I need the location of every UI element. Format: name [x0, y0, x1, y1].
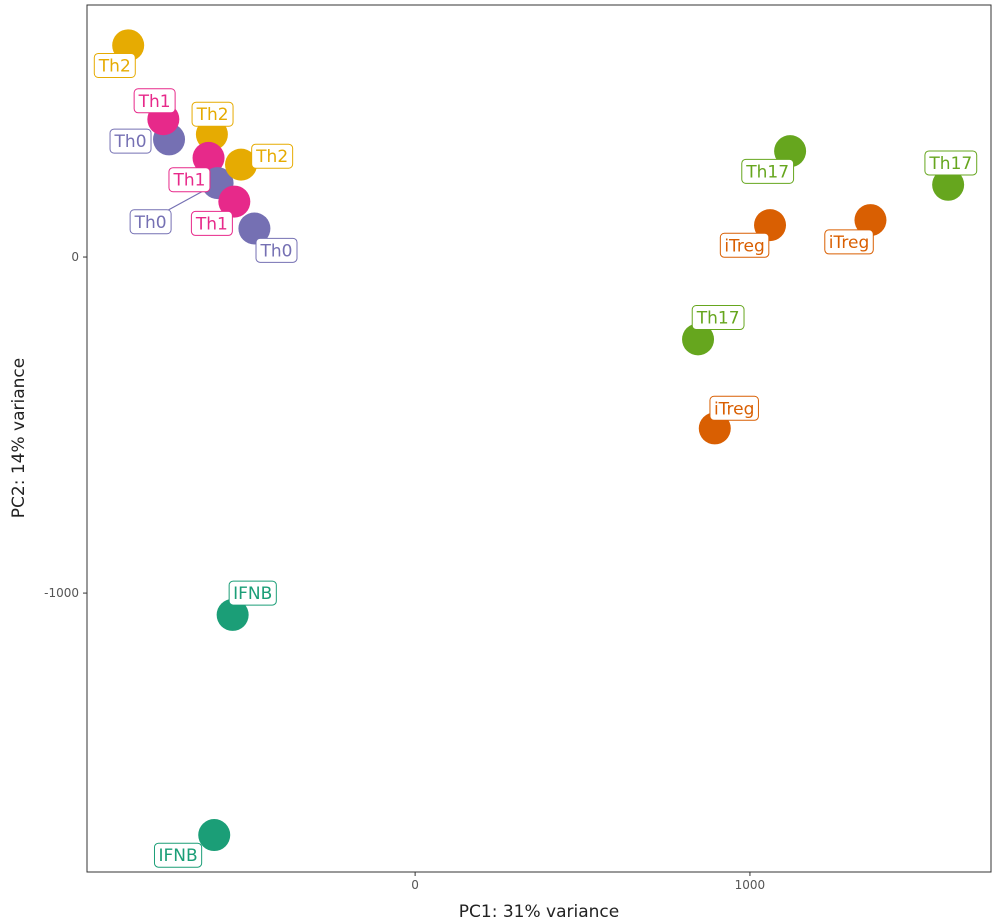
point-label-text: iTreg — [829, 233, 869, 253]
point-label-box — [129, 209, 172, 235]
point-label-text: Th2 — [196, 105, 229, 125]
point-label-th17: Th17 — [741, 158, 795, 184]
point-label-box — [691, 305, 745, 331]
point-label-box — [924, 150, 978, 176]
axis-ticks: 0 1000 0 -1000 — [44, 250, 765, 892]
point-label-text: iTreg — [724, 236, 764, 256]
point-label-text: Th0 — [114, 132, 147, 152]
point-label-text: Th1 — [138, 92, 171, 112]
point-label-th17: Th17 — [691, 305, 745, 331]
y-tick-label: 0 — [71, 250, 79, 264]
point-label-text: Th17 — [696, 309, 740, 329]
data-point-ifnb — [198, 819, 231, 852]
point-label-th1: Th1 — [168, 167, 211, 193]
point-label-th1: Th1 — [133, 88, 176, 114]
point-label-ifnb: IFNB — [153, 842, 203, 868]
point-labels: Th2 Th1 Th2 Th0 Th2 Th1 Th0 Th1 Th0 Th17 Th17 iTreg… — [93, 52, 978, 868]
point-label-text: Th17 — [745, 162, 789, 182]
point-label-itreg: iTreg — [824, 229, 874, 255]
y-axis-title: PC2: 14% variance — [9, 358, 29, 518]
data-point-ifnb — [216, 598, 249, 631]
point-label-box — [255, 237, 298, 263]
point-label-box — [709, 395, 759, 421]
x-axis-title: PC1: 31% variance — [459, 902, 619, 922]
data-point-itreg — [854, 204, 887, 237]
point-label-text: iTreg — [714, 399, 754, 419]
point-label-th0: Th0 — [129, 209, 172, 235]
point-label-text: Th0 — [260, 241, 293, 261]
data-point-th0 — [238, 212, 271, 245]
point-label-box — [93, 52, 136, 78]
point-label-text: Th2 — [98, 56, 131, 76]
data-point-th1 — [218, 185, 251, 218]
point-label-box — [719, 232, 770, 258]
point-label-th2: Th2 — [251, 143, 294, 169]
point-label-box — [191, 101, 234, 127]
point-label-text: Th1 — [172, 171, 205, 191]
point-label-box — [153, 842, 203, 868]
point-label-th2: Th2 — [191, 101, 234, 127]
data-point-th17 — [932, 168, 965, 201]
point-label-text: Th1 — [195, 214, 228, 234]
point-label-th0: Th0 — [255, 237, 298, 263]
data-point-th17 — [682, 323, 715, 356]
point-label-th17: Th17 — [924, 150, 978, 176]
x-tick-label: 1000 — [735, 878, 766, 892]
point-label-box — [133, 88, 176, 114]
point-label-box — [741, 158, 795, 184]
data-point-th1 — [192, 141, 225, 174]
point-label-text: Th0 — [134, 213, 167, 233]
data-point-th2 — [225, 148, 258, 181]
point-label-th1: Th1 — [190, 210, 233, 236]
point-label-box — [251, 143, 294, 169]
point-label-text: Th17 — [928, 154, 972, 174]
point-label-itreg: iTreg — [719, 232, 770, 258]
y-tick-label: -1000 — [44, 586, 79, 600]
x-tick-label: 0 — [411, 878, 419, 892]
point-label-box — [190, 210, 233, 236]
point-label-ifnb: IFNB — [228, 580, 277, 606]
point-label-itreg: iTreg — [709, 395, 759, 421]
point-label-th2: Th2 — [93, 52, 136, 78]
point-label-box — [109, 128, 152, 154]
point-label-box — [228, 580, 277, 606]
point-label-box — [168, 167, 211, 193]
point-label-box — [824, 229, 874, 255]
point-label-text: Th2 — [255, 147, 288, 167]
point-label-th0: Th0 — [109, 128, 152, 154]
point-label-text: IFNB — [158, 846, 197, 866]
point-label-text: IFNB — [233, 584, 272, 604]
